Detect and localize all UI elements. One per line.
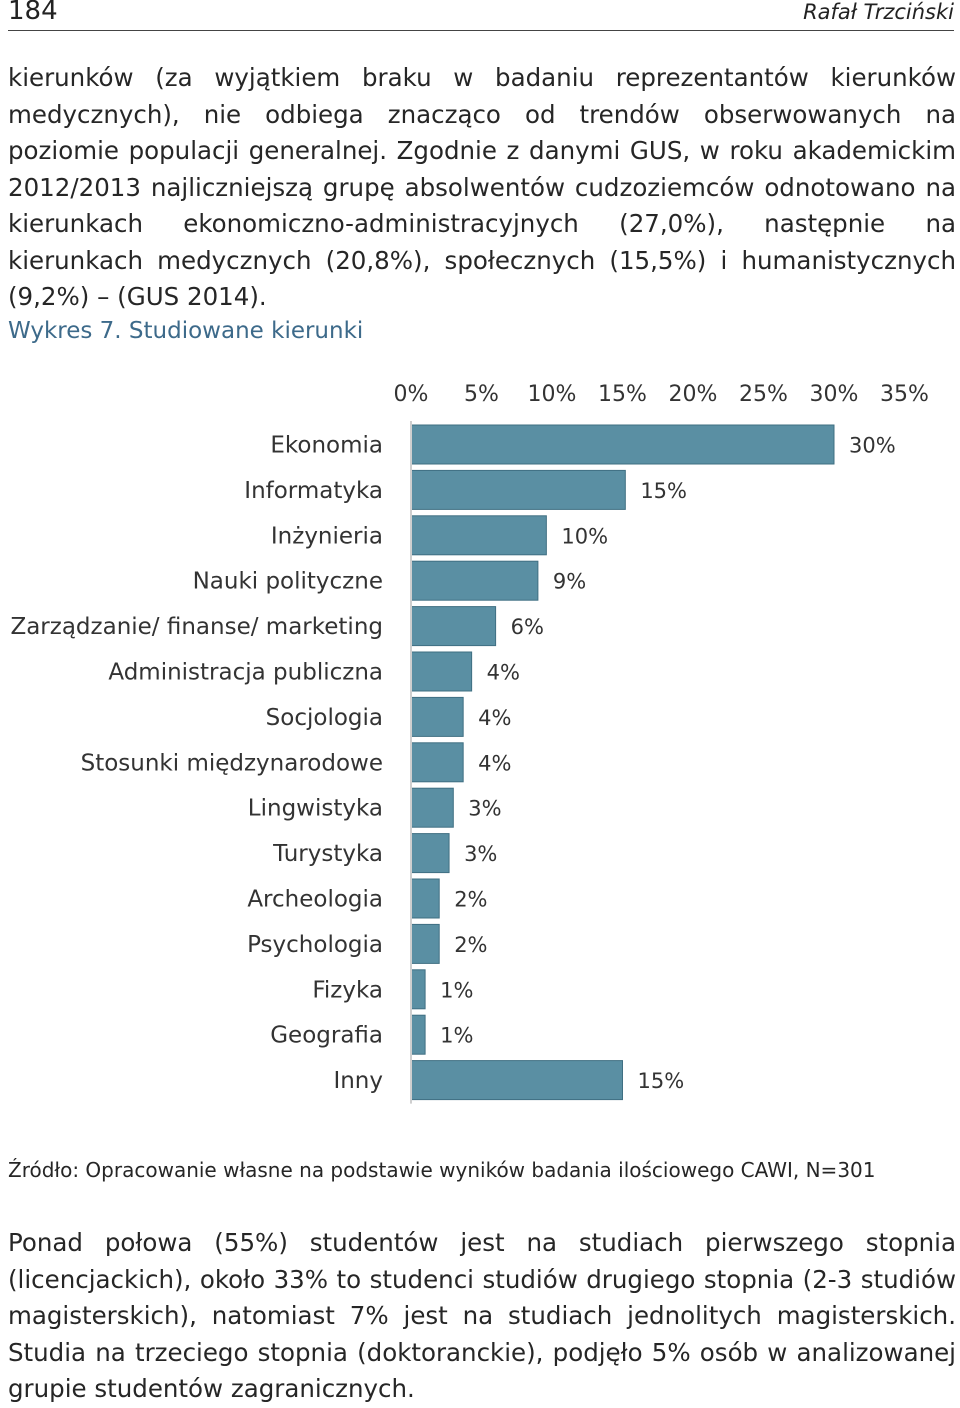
category-label: Turystyka [272, 841, 383, 867]
x-tick-label: 5% [464, 382, 499, 407]
data-label: 15% [638, 1069, 685, 1093]
bar [410, 878, 440, 919]
category-label: Administracja publiczna [108, 660, 383, 686]
bar [410, 969, 426, 1010]
data-label: 4% [478, 706, 511, 730]
bar [410, 833, 450, 874]
category-label: Archeologia [247, 887, 383, 913]
category-label: Fizyka [312, 977, 383, 1003]
bar [410, 560, 539, 601]
body-paragraph-top: kierunków (za wyjątkiem braku w badaniu … [8, 63, 956, 311]
bar [410, 651, 473, 692]
bar [410, 787, 454, 828]
category-label: Stosunki międzynarodowe [81, 750, 383, 776]
data-label: 9% [553, 570, 586, 594]
page-number: 184 [8, 0, 58, 26]
category-label: Inny [333, 1068, 383, 1094]
category-label: Psychologia [247, 932, 383, 958]
value-labels: 30% 15% 10% 9% 6% 4% 4% 4% 3% 3% 2% 2% 1% 1% 15% [440, 434, 896, 1094]
data-label: 15% [640, 479, 687, 503]
data-label: 2% [454, 933, 487, 957]
data-label: 1% [440, 978, 473, 1002]
category-label: Inżynieria [271, 523, 383, 549]
data-label: 4% [478, 751, 511, 775]
data-label: 2% [454, 888, 487, 912]
bar [410, 1060, 623, 1101]
bar [410, 1014, 426, 1055]
figure-caption: Wykres 7. Studiowane kierunki [8, 318, 364, 344]
bar [410, 606, 497, 647]
bar [410, 923, 440, 964]
x-tick-label: 20% [669, 382, 718, 407]
bar-chart: 0% 5% 10% 15% 20% 25% 30% 35% Ekonomia Informaty… [10, 382, 929, 1104]
category-label: Zarządzanie/ finanse/ marketing [10, 614, 383, 640]
category-label: Socjologia [266, 705, 383, 731]
x-tick-label: 15% [598, 382, 647, 407]
category-label: Lingwistyka [248, 796, 383, 822]
bar [410, 515, 547, 556]
data-label: 30% [849, 434, 896, 458]
category-label: Geografia [270, 1023, 383, 1049]
bar [410, 469, 626, 510]
x-tick-label: 30% [810, 382, 859, 407]
x-tick-label: 35% [880, 382, 929, 407]
data-label: 4% [487, 661, 520, 685]
category-label: Ekonomia [270, 433, 383, 459]
body-paragraph-bottom: Ponad połowa (55%) studentów jest na stu… [8, 1228, 956, 1403]
data-label: 6% [511, 615, 544, 639]
category-label: Informatyka [244, 478, 383, 504]
x-tick-label: 25% [739, 382, 788, 407]
bar [410, 742, 464, 783]
source-note: Źródło: Opracowanie własne na podstawie … [8, 1158, 876, 1182]
x-axis-ticks: 0% 5% 10% 15% 20% 25% 30% 35% [394, 382, 929, 407]
data-label: 3% [464, 842, 497, 866]
bar [410, 696, 464, 737]
x-tick-label: 0% [394, 382, 429, 407]
bar [410, 424, 835, 465]
page-header: 184 Rafał Trzciński [8, 0, 954, 31]
x-tick-label: 10% [528, 382, 577, 407]
data-label: 3% [468, 797, 501, 821]
category-labels: Ekonomia Informatyka Inżynieria Nauki polit… [10, 433, 383, 1095]
running-author: Rafał Trzciński [803, 0, 954, 24]
bars [410, 424, 835, 1101]
data-label: 10% [561, 524, 608, 548]
category-label: Nauki polityczne [193, 569, 383, 595]
data-label: 1% [440, 1024, 473, 1048]
